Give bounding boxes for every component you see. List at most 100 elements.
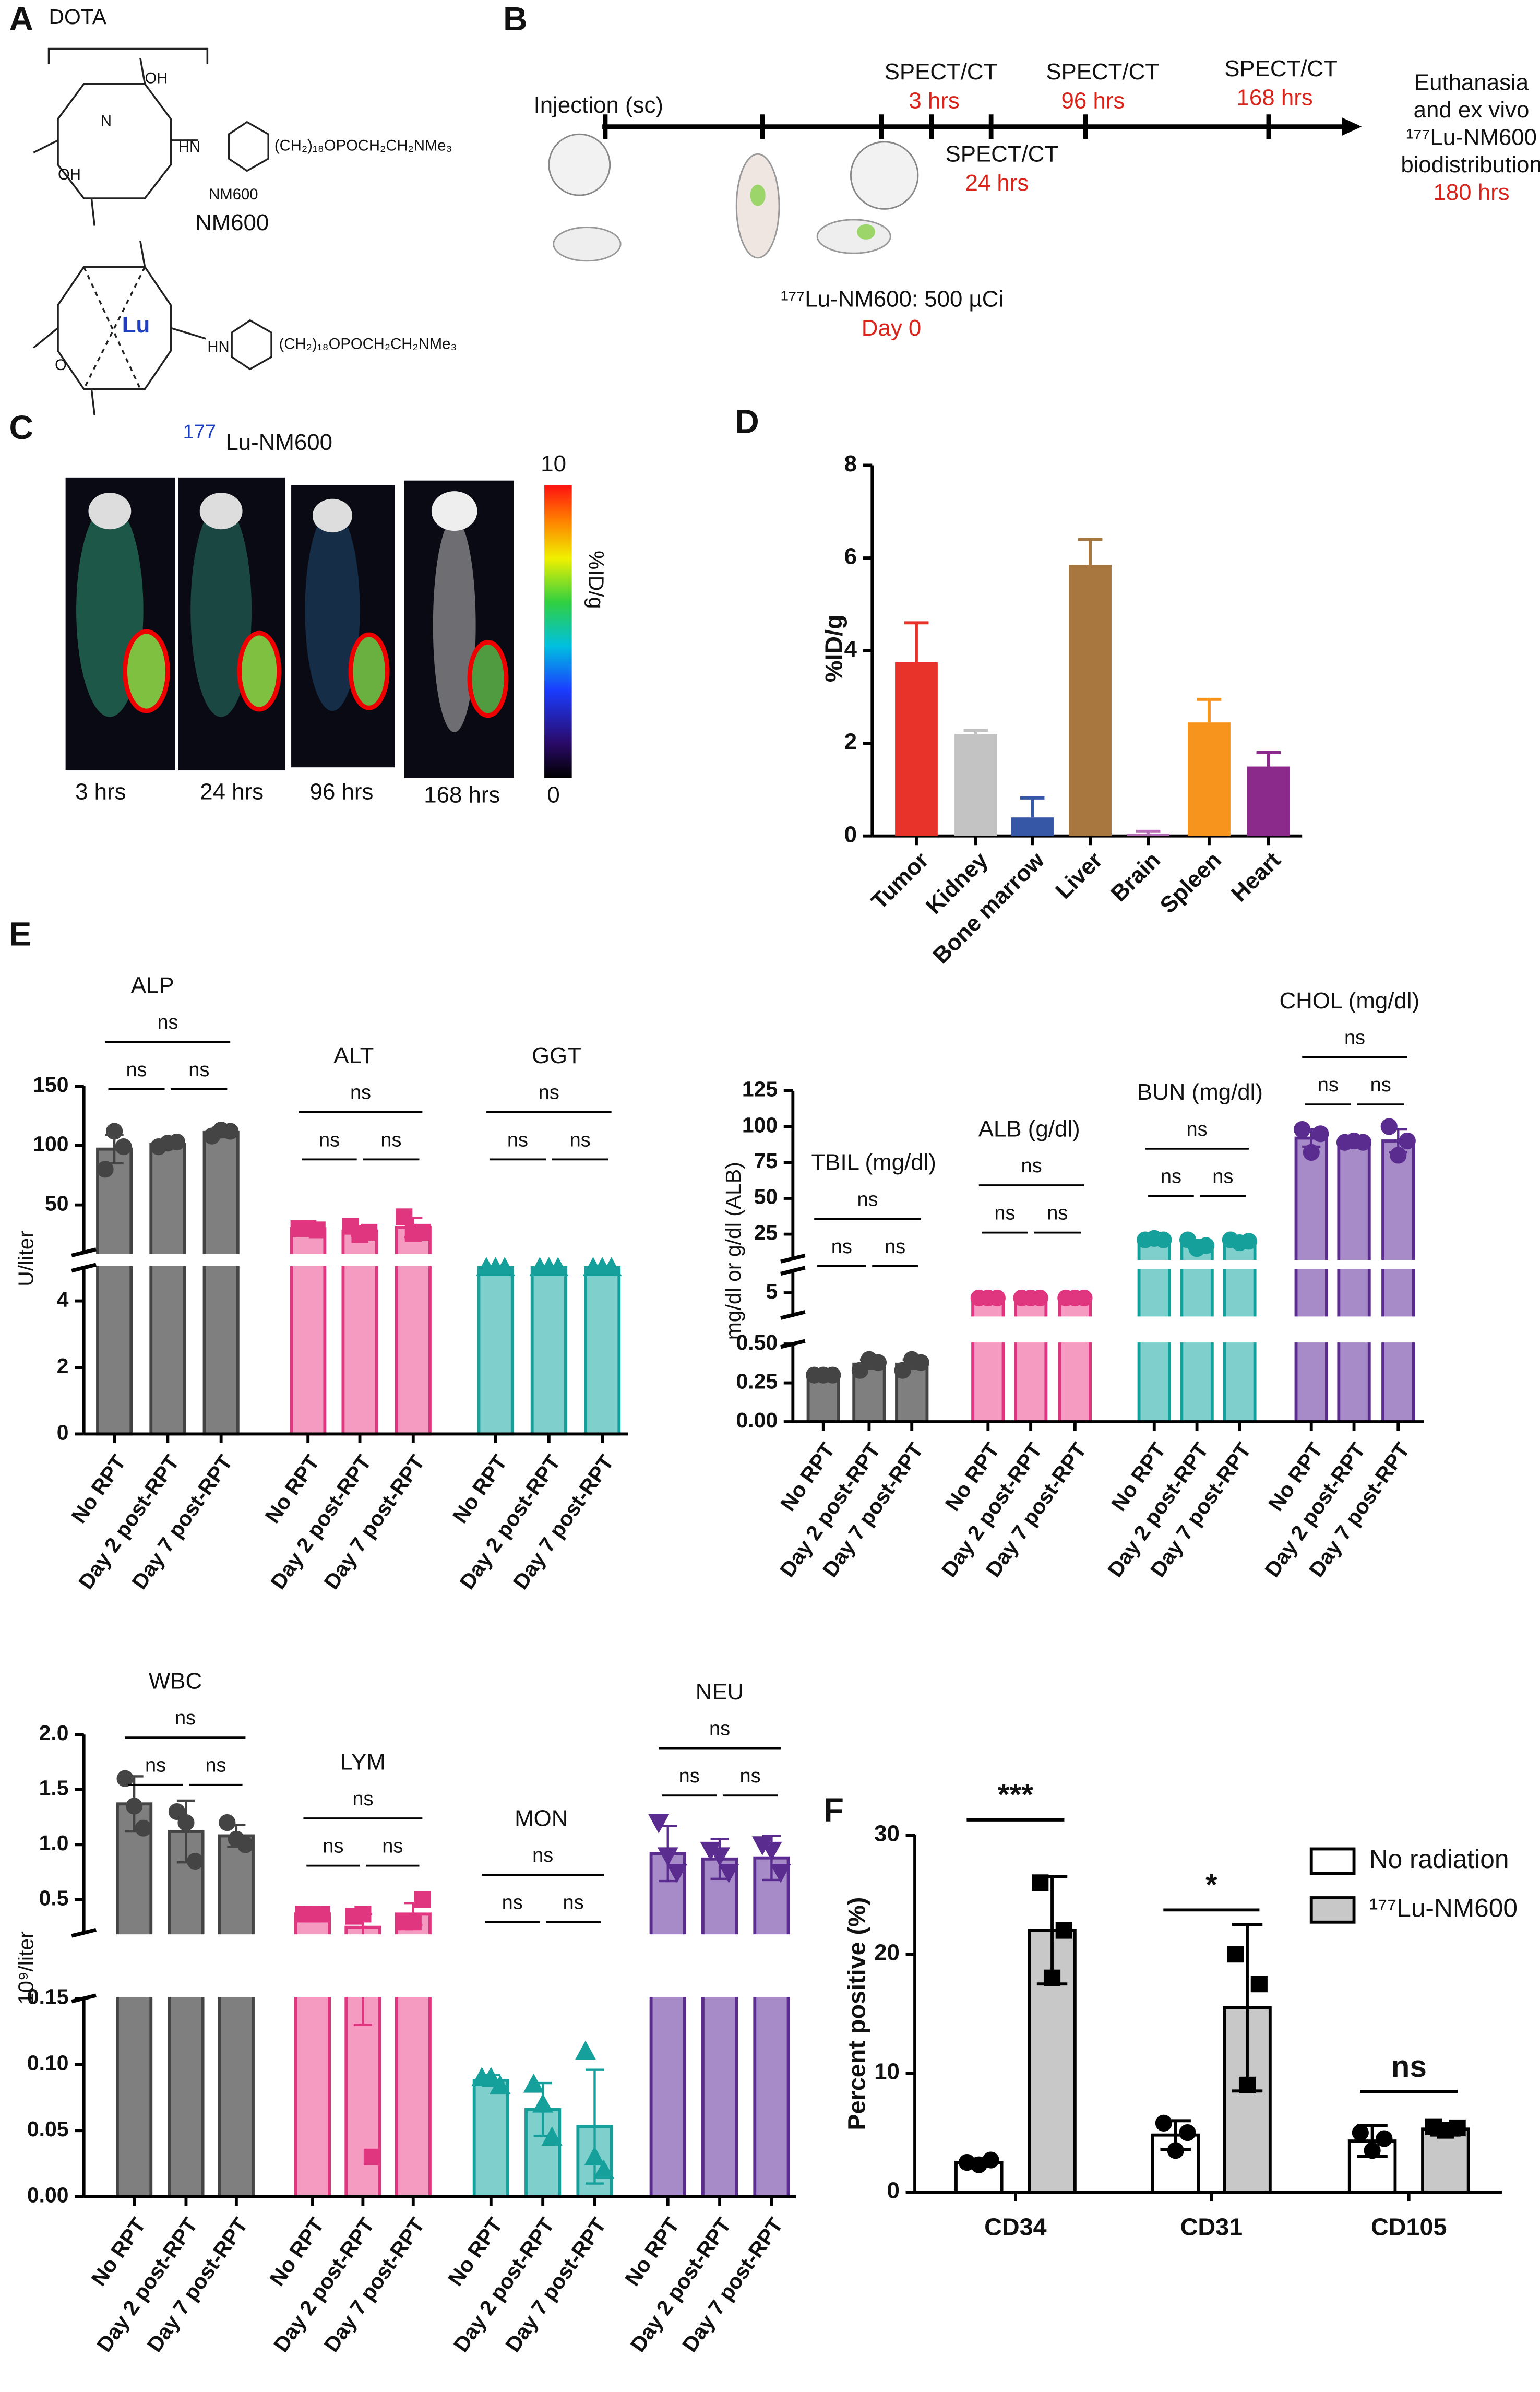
bar (202, 1130, 240, 1436)
data-point (1238, 2076, 1256, 2094)
panel-label: D (735, 403, 759, 441)
group-title: ALP (131, 973, 174, 998)
data-point (648, 1814, 670, 1834)
colorbar-min: 0 (547, 782, 559, 807)
image-label: 96 hrs (310, 779, 374, 804)
significance-label: ns (570, 1129, 591, 1151)
y-tick-label: 20 (874, 1940, 900, 1966)
significance-label: ns (145, 1755, 166, 1777)
data-point (532, 2093, 554, 2113)
y-tick-label: 2.0 (39, 1721, 69, 1745)
data-point (547, 1257, 569, 1276)
data-point (168, 1133, 185, 1151)
axis-break (65, 1254, 628, 1266)
y-tick-label: 0 (844, 822, 857, 847)
panel-label: B (503, 0, 527, 38)
chem-label: DOTA (49, 5, 106, 29)
data-point (657, 1847, 678, 1867)
legend-label: ¹⁷⁷Lu-NM600 (1369, 1894, 1518, 1923)
data-point (575, 2040, 596, 2060)
y-tick-label: 2 (844, 729, 857, 755)
y-tick-label: 0.10 (27, 2051, 69, 2075)
timeline-end: and ex vivo (1414, 97, 1530, 123)
y-tick-label: 150 (33, 1073, 68, 1097)
data-point (1355, 1134, 1372, 1151)
data-point (237, 1836, 254, 1853)
significance-label: ns (532, 1844, 553, 1866)
benzene (231, 319, 272, 371)
data-point (313, 1906, 330, 1923)
image-label: 3 hrs (75, 779, 126, 804)
data-point (361, 1223, 378, 1241)
data-point (666, 1864, 688, 1883)
chem-atom: OH (145, 70, 168, 87)
bar (218, 1834, 255, 2198)
chem-atom: Lu (122, 312, 150, 338)
image-label: 168 hrs (424, 782, 500, 807)
y-tick-label: 50 (45, 1191, 69, 1215)
significance-label: ns (1391, 2050, 1427, 2084)
data-point (1032, 1874, 1049, 1891)
colorbar-max: 10 (541, 451, 566, 477)
significance-label: ns (539, 1082, 559, 1104)
data-point (541, 2126, 563, 2146)
bar (472, 2079, 509, 2198)
significance-label: ns (319, 1129, 340, 1151)
data-point (1352, 2124, 1369, 2141)
x-tick-label: Liver (1050, 847, 1107, 904)
y-tick-label: 6 (844, 544, 857, 569)
data-point (186, 1852, 204, 1870)
chem-chain: (CH₂)₁₈OPOCH₂CH₂NMe₃ (274, 137, 452, 154)
data-point (894, 1362, 911, 1379)
chem-atom: N (101, 113, 112, 130)
data-point (770, 1864, 791, 1883)
y-tick-label: 4 (57, 1287, 69, 1311)
bar (1337, 1140, 1371, 1424)
data-point (593, 2159, 615, 2179)
bar (701, 1857, 738, 2198)
data-point (490, 2075, 511, 2095)
data-point (1240, 1233, 1258, 1250)
y-tick-label: 1.5 (39, 1776, 69, 1800)
axis-break (774, 1260, 1424, 1269)
cell-icon (548, 133, 611, 196)
dose-label: ¹⁷⁷Lu-NM600: 500 µCi (781, 286, 1004, 312)
data-point (584, 2146, 605, 2165)
timeline-label: SPECT/CT (1224, 56, 1338, 81)
y-tick-label: 0.5 (39, 1886, 69, 1910)
bar (96, 1147, 133, 1436)
timeline-time: 96 hrs (1061, 88, 1125, 113)
timeline-time: 168 hrs (1237, 85, 1313, 111)
data-point (1227, 1946, 1244, 1963)
significance-label: ns (1161, 1165, 1181, 1187)
panel-label: A (9, 0, 33, 38)
y-tick-label: 0.00 (27, 2183, 69, 2207)
chemical-structure (33, 47, 272, 415)
data-point (222, 1123, 239, 1140)
data-point (1250, 1976, 1268, 1993)
timeline-end: biodistribution (1401, 152, 1540, 177)
significance-label: ns (188, 1059, 209, 1081)
significance-label: ns (994, 1203, 1015, 1224)
data-point (308, 1221, 326, 1239)
y-tick-label: 100 (33, 1132, 68, 1156)
y-tick-label: 25 (754, 1220, 778, 1244)
data-point (115, 1138, 132, 1156)
significance-label: ns (1212, 1165, 1233, 1187)
y-tick-label: 0.00 (736, 1408, 778, 1432)
bar (1247, 766, 1290, 836)
data-point (219, 1814, 236, 1831)
legend-swatch (1309, 1896, 1356, 1924)
y-tick-label: 0 (57, 1420, 69, 1444)
y-axis-label: %ID/g (820, 614, 847, 682)
y-axis-label: Percent positive (%) (843, 1897, 870, 2131)
axis-break (65, 1934, 796, 1997)
bar (753, 1856, 790, 2198)
bar (584, 1266, 621, 1436)
data-point (718, 1864, 739, 1883)
group-title: GGT (532, 1043, 581, 1068)
data-point (404, 1913, 422, 1931)
chem-label: Lu-NM600 (225, 430, 332, 455)
bar (530, 1266, 567, 1436)
